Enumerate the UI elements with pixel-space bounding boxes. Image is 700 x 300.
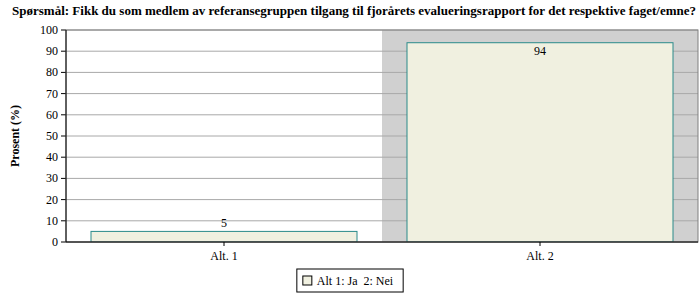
tick-mark bbox=[61, 178, 66, 179]
tick-mark bbox=[61, 93, 66, 94]
y-axis bbox=[66, 30, 67, 242]
data-label: 94 bbox=[534, 44, 546, 58]
tick-label: 0 bbox=[52, 235, 58, 249]
tick-mark bbox=[61, 72, 66, 73]
chart-container: 0 10 20 30 40 50 60 70 80 90 100 5 94 Alt. 1 Alt. 2 Spø… bbox=[0, 0, 700, 300]
plot-background bbox=[66, 30, 698, 242]
y-axis-label: Prosent (%) bbox=[8, 105, 22, 167]
tick-label: 40 bbox=[46, 150, 58, 164]
tick-label: 70 bbox=[46, 87, 58, 101]
tick-mark bbox=[61, 157, 66, 158]
tick-label: 10 bbox=[46, 214, 58, 228]
highlight-band bbox=[382, 30, 698, 242]
plot-frame bbox=[66, 30, 698, 242]
bar bbox=[91, 231, 357, 242]
tick-label: 50 bbox=[46, 129, 58, 143]
tick-mark bbox=[61, 199, 66, 200]
tick-label: 80 bbox=[46, 65, 58, 79]
tick-mark bbox=[61, 242, 66, 243]
tick-label: 20 bbox=[46, 193, 58, 207]
category-tick bbox=[540, 242, 541, 246]
tick-mark bbox=[61, 136, 66, 137]
tick-mark bbox=[61, 220, 66, 221]
tick-label: 90 bbox=[46, 44, 58, 58]
tick-label: 100 bbox=[40, 23, 58, 37]
category-tick bbox=[224, 242, 225, 246]
tick-mark bbox=[61, 114, 66, 115]
chart-svg: 0 10 20 30 40 50 60 70 80 90 100 5 94 Alt. 1 Alt. 2 Spø… bbox=[0, 0, 700, 300]
legend-box bbox=[297, 269, 403, 292]
legend: Alt 1: Ja 2: Nei bbox=[297, 269, 403, 292]
tick-mark bbox=[61, 30, 66, 31]
bar bbox=[407, 43, 673, 242]
category-label: Alt. 1 bbox=[210, 249, 237, 263]
tick-mark bbox=[61, 51, 66, 52]
data-label: 5 bbox=[221, 216, 227, 230]
category-label: Alt. 2 bbox=[526, 249, 553, 263]
legend-swatch bbox=[303, 276, 312, 285]
chart-title: Spørsmål: Fikk du som medlem av referans… bbox=[12, 4, 696, 18]
tick-label: 30 bbox=[46, 171, 58, 185]
grid-line bbox=[66, 242, 698, 243]
legend-label: Alt 1: Ja 2: Nei bbox=[317, 274, 394, 288]
x-axis bbox=[66, 242, 698, 243]
bars bbox=[91, 43, 673, 242]
tick-label: 60 bbox=[46, 108, 58, 122]
